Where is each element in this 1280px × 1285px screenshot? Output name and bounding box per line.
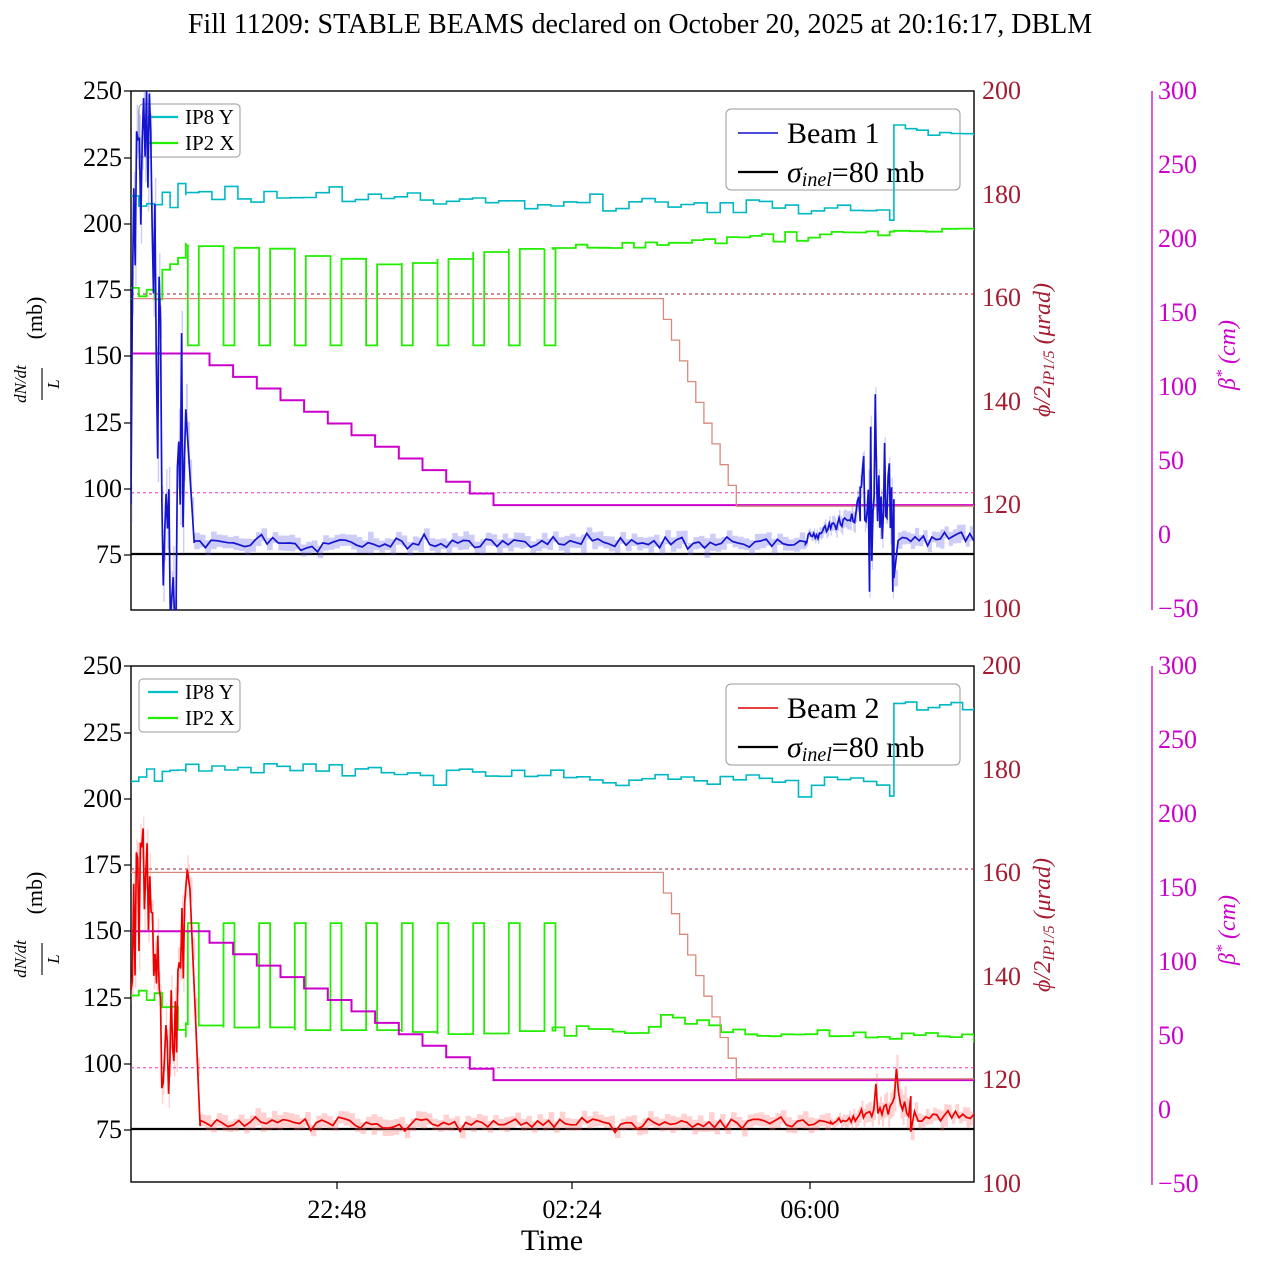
svg-text:100: 100 [1158, 947, 1197, 976]
svg-text:L: L [44, 954, 63, 964]
svg-text:50: 50 [1158, 446, 1184, 475]
svg-text:200: 200 [982, 76, 1021, 105]
svg-text:125: 125 [83, 983, 122, 1012]
svg-text:250: 250 [1158, 150, 1197, 179]
svg-text:Fill 11209: STABLE BEAMS decla: Fill 11209: STABLE BEAMS declared on Oct… [188, 9, 1092, 40]
svg-text:−50: −50 [1158, 1169, 1199, 1198]
svg-text:75: 75 [96, 540, 122, 569]
svg-text:120: 120 [982, 490, 1021, 519]
svg-text:180: 180 [982, 180, 1021, 209]
svg-text:200: 200 [1158, 224, 1197, 253]
svg-text:200: 200 [83, 784, 122, 813]
svg-text:Time: Time [521, 1224, 583, 1257]
svg-text:β* (cm): β* (cm) [1214, 895, 1241, 966]
svg-text:140: 140 [982, 387, 1021, 416]
svg-text:160: 160 [982, 858, 1021, 887]
svg-text:150: 150 [1158, 873, 1197, 902]
svg-text:ϕ/2IP1/5 (μrad): ϕ/2IP1/5 (μrad) [1030, 283, 1058, 417]
svg-text:−50: −50 [1158, 594, 1199, 623]
svg-text:100: 100 [982, 1169, 1021, 1198]
svg-text:75: 75 [96, 1115, 122, 1144]
svg-text:(mb): (mb) [22, 297, 47, 340]
svg-text:(mb): (mb) [22, 872, 47, 915]
svg-text:200: 200 [982, 651, 1021, 680]
svg-text:02:24: 02:24 [542, 1195, 601, 1224]
svg-text:100: 100 [83, 1049, 122, 1078]
svg-text:225: 225 [83, 143, 122, 172]
svg-text:22:48: 22:48 [307, 1195, 366, 1224]
svg-text:150: 150 [1158, 298, 1197, 327]
svg-text:160: 160 [982, 283, 1021, 312]
svg-text:dN/dt: dN/dt [11, 939, 30, 978]
svg-text:175: 175 [83, 275, 122, 304]
svg-text:Beam 2: Beam 2 [787, 692, 879, 725]
svg-text:150: 150 [83, 341, 122, 370]
svg-text:0: 0 [1158, 520, 1171, 549]
svg-text:180: 180 [982, 755, 1021, 784]
svg-text:IP2 X: IP2 X [185, 706, 235, 730]
svg-text:225: 225 [83, 718, 122, 747]
svg-text:250: 250 [83, 76, 122, 105]
svg-text:300: 300 [1158, 76, 1197, 105]
svg-text:100: 100 [982, 594, 1021, 623]
svg-text:50: 50 [1158, 1021, 1184, 1050]
svg-text:250: 250 [1158, 725, 1197, 754]
svg-text:06:00: 06:00 [780, 1195, 839, 1224]
svg-text:250: 250 [83, 651, 122, 680]
svg-text:IP8 Y: IP8 Y [185, 680, 234, 704]
svg-text:100: 100 [83, 474, 122, 503]
svg-text:0: 0 [1158, 1095, 1171, 1124]
svg-text:140: 140 [982, 962, 1021, 991]
svg-text:300: 300 [1158, 651, 1197, 680]
svg-text:200: 200 [1158, 799, 1197, 828]
svg-text:IP2 X: IP2 X [185, 131, 235, 155]
svg-text:175: 175 [83, 850, 122, 879]
svg-text:Beam 1: Beam 1 [787, 117, 879, 150]
svg-text:150: 150 [83, 916, 122, 945]
svg-text:L: L [44, 379, 63, 389]
svg-text:125: 125 [83, 408, 122, 437]
svg-text:dN/dt: dN/dt [11, 364, 30, 403]
svg-text:100: 100 [1158, 372, 1197, 401]
svg-text:200: 200 [83, 209, 122, 238]
svg-text:IP8 Y: IP8 Y [185, 105, 234, 129]
svg-text:120: 120 [982, 1065, 1021, 1094]
svg-text:β* (cm): β* (cm) [1214, 320, 1241, 391]
svg-text:ϕ/2IP1/5 (μrad): ϕ/2IP1/5 (μrad) [1030, 858, 1058, 992]
